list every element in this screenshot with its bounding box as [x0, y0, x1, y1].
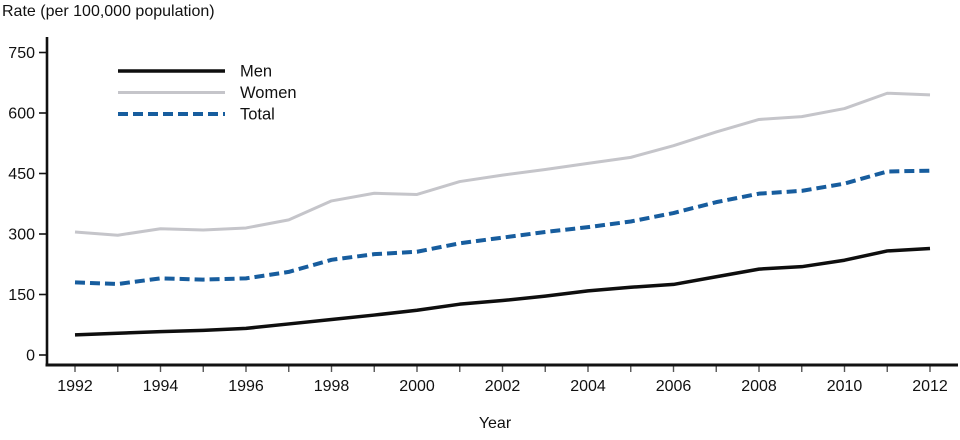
legend-label-total: Total: [240, 106, 275, 124]
x-tick-label: 1996: [228, 378, 264, 395]
legend-label-men: Men: [240, 63, 272, 81]
x-tick-label: 2010: [827, 378, 863, 395]
x-tick-label: 1998: [314, 378, 350, 395]
series-line-women: [74, 91, 931, 237]
x-tick-label: 1992: [57, 378, 93, 395]
x-axis-title: Year: [478, 415, 512, 432]
x-tick-label: 2000: [399, 378, 435, 395]
x-tick-label: 2004: [570, 378, 606, 395]
chart-title: Rate (per 100,000 population): [2, 3, 215, 20]
y-tick-label: 0: [26, 348, 35, 365]
x-tick-label: 2002: [485, 378, 521, 395]
x-tick-label: 2008: [741, 378, 777, 395]
series-line-total: [74, 168, 931, 287]
y-tick-label: 300: [8, 227, 35, 244]
series-line-men: [74, 246, 931, 337]
x-tick-label: 2006: [656, 378, 692, 395]
y-tick-label: 600: [8, 106, 35, 123]
y-tick-label: 750: [8, 45, 35, 62]
y-tick-label: 150: [8, 287, 35, 304]
y-tick-label: 450: [8, 166, 35, 183]
x-tick-label: 2012: [912, 378, 948, 395]
x-tick-label: 1994: [143, 378, 179, 395]
legend-label-women: Women: [240, 84, 297, 102]
